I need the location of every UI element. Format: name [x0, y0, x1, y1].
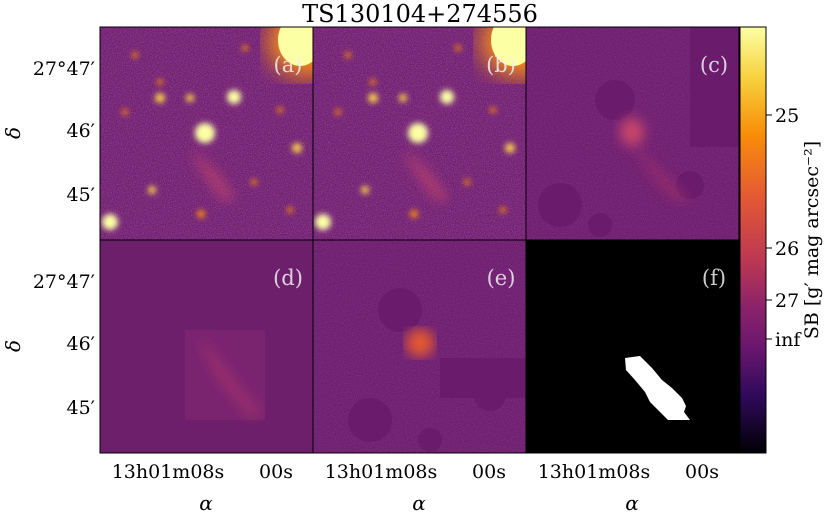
panel-label-d: (d): [273, 266, 303, 290]
x-tick-a-1: 00s: [259, 461, 293, 483]
x-tick-c-0: 13h01m08s: [538, 461, 651, 483]
panel-a: [100, 27, 313, 240]
colorbar-tick-1: 26: [775, 238, 799, 260]
x-axis-label-c: α: [625, 491, 639, 514]
x-tick-a-0: 13h01m08s: [112, 461, 225, 483]
y-tick-top-1: 46′: [67, 120, 96, 142]
colorbar-label: SB [g′ mag arcsec⁻²]: [801, 141, 823, 339]
y-tick-top-0: 27°47′: [33, 58, 95, 80]
y-tick-bot-0: 27°47′: [33, 271, 95, 293]
x-axis-label-a: α: [199, 491, 213, 514]
y-tick-bot-1: 46′: [67, 333, 96, 355]
panel-label-f: (f): [702, 266, 726, 290]
colorbar-tick-3: inf: [775, 329, 802, 351]
colorbar-tick-2: 27: [775, 290, 799, 312]
panel-label-a: (a): [274, 53, 303, 77]
panel-d: [100, 240, 313, 453]
panel-e: [313, 240, 526, 453]
panel-c: [526, 27, 739, 240]
panel-b: [313, 27, 526, 240]
x-tick-b-0: 13h01m08s: [325, 461, 438, 483]
y-tick-bot-2: 45′: [67, 397, 96, 419]
y-tick-top-2: 45′: [67, 184, 96, 206]
x-tick-b-1: 00s: [472, 461, 506, 483]
colorbar: [739, 26, 767, 454]
y-axis-label-bottom: δ: [1, 340, 25, 352]
panel-frames: [99, 26, 740, 454]
x-axis-label-b: α: [412, 491, 426, 514]
panel-f: [526, 240, 739, 453]
panel-label-b: (b): [486, 53, 516, 77]
x-tick-c-1: 00s: [685, 461, 719, 483]
figure-title: TS130104+274556: [302, 0, 538, 28]
mask-region: [625, 356, 690, 420]
panel-label-c: (c): [700, 53, 728, 77]
colorbar-ticks: [766, 114, 772, 340]
y-axis-label-top: δ: [1, 127, 25, 139]
panel-label-e: (e): [487, 266, 516, 290]
colorbar-tick-0: 25: [775, 105, 799, 127]
